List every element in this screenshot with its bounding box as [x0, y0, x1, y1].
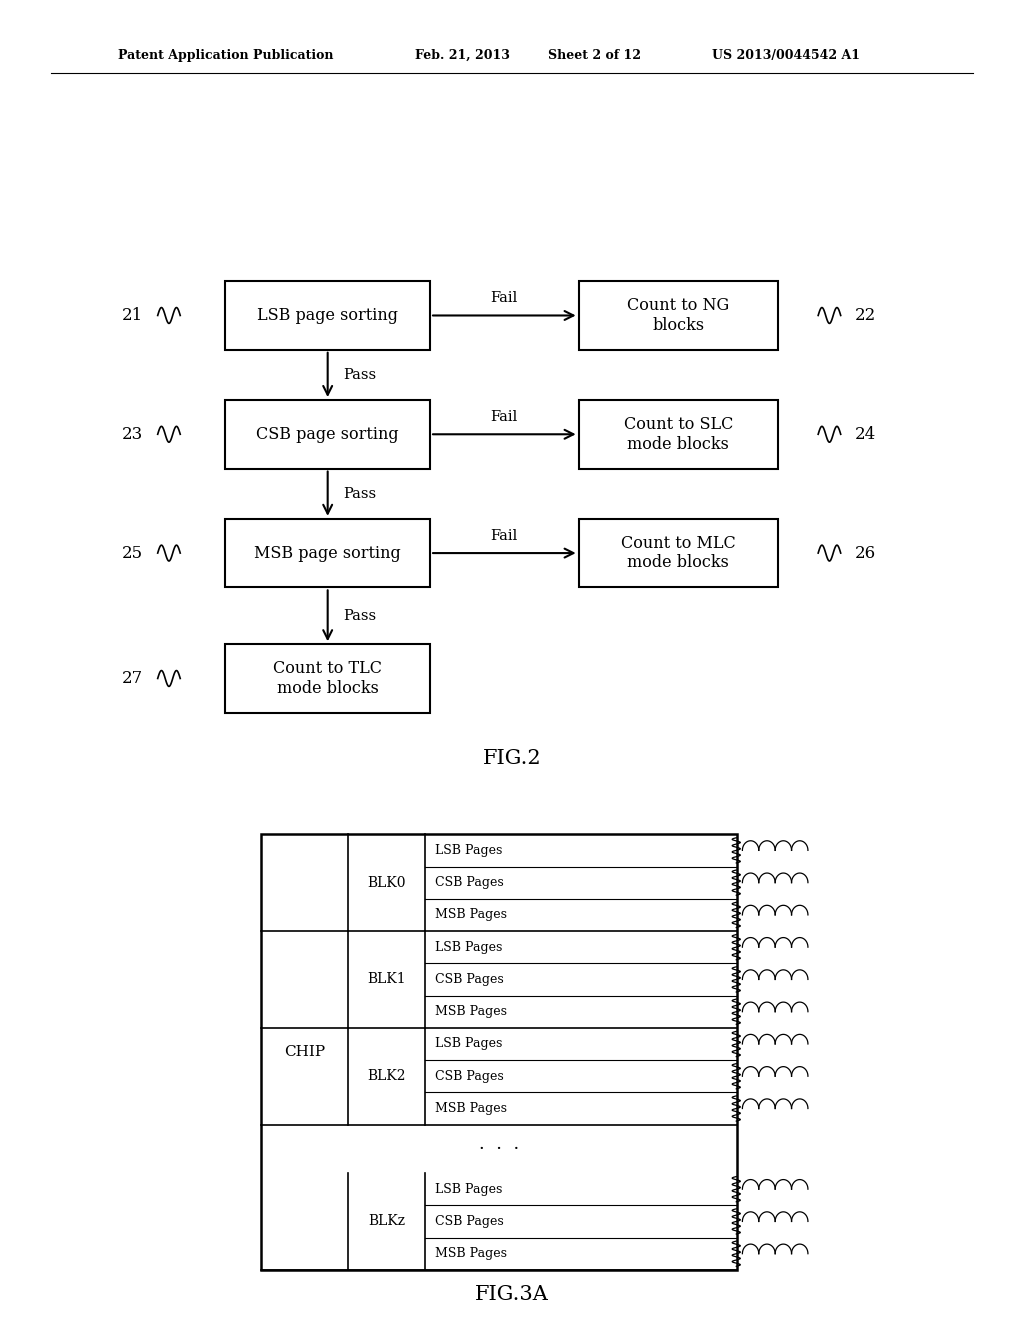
Text: FIG.2: FIG.2 [482, 750, 542, 768]
Text: US 2013/0044542 A1: US 2013/0044542 A1 [712, 49, 860, 62]
Text: CSB Pages: CSB Pages [435, 1069, 504, 1082]
Text: LSB Pages: LSB Pages [435, 843, 503, 857]
Text: CSB Pages: CSB Pages [435, 973, 504, 986]
Text: CSB page sorting: CSB page sorting [256, 426, 399, 442]
Text: Count to NG
blocks: Count to NG blocks [628, 297, 729, 334]
Bar [579, 400, 778, 469]
Text: MSB page sorting: MSB page sorting [254, 545, 401, 561]
Text: LSB page sorting: LSB page sorting [257, 308, 398, 323]
Text: 27: 27 [122, 671, 143, 686]
Text: 21: 21 [122, 308, 143, 323]
Text: MSB Pages: MSB Pages [435, 1006, 507, 1018]
Bar [225, 644, 430, 713]
Text: BLK1: BLK1 [368, 973, 406, 986]
Text: MSB Pages: MSB Pages [435, 1247, 507, 1261]
Text: Fail: Fail [490, 529, 518, 543]
Bar [225, 400, 430, 469]
Text: LSB Pages: LSB Pages [435, 1038, 503, 1051]
Text: Count to SLC
mode blocks: Count to SLC mode blocks [624, 416, 733, 453]
Text: 26: 26 [855, 545, 877, 561]
Text: Pass: Pass [343, 609, 376, 623]
Text: Pass: Pass [343, 368, 376, 381]
Text: 25: 25 [122, 545, 143, 561]
Text: BLK0: BLK0 [368, 875, 406, 890]
Bar [579, 281, 778, 350]
Text: Feb. 21, 2013: Feb. 21, 2013 [415, 49, 510, 62]
Text: LSB Pages: LSB Pages [435, 1183, 503, 1196]
Text: Patent Application Publication: Patent Application Publication [118, 49, 333, 62]
Text: BLK2: BLK2 [368, 1069, 406, 1084]
Text: Fail: Fail [490, 292, 518, 305]
Text: Count to MLC
mode blocks: Count to MLC mode blocks [621, 535, 736, 572]
Text: CSB Pages: CSB Pages [435, 876, 504, 890]
Text: 24: 24 [855, 426, 877, 442]
Bar [261, 834, 737, 1270]
Text: LSB Pages: LSB Pages [435, 941, 503, 953]
Text: ·  ·  ·: · · · [479, 1140, 519, 1158]
Text: Fail: Fail [490, 411, 518, 424]
Text: CSB Pages: CSB Pages [435, 1214, 504, 1228]
Text: CHIP: CHIP [284, 1045, 326, 1059]
Text: 22: 22 [855, 308, 877, 323]
Text: Sheet 2 of 12: Sheet 2 of 12 [548, 49, 641, 62]
Text: FIG.3A: FIG.3A [475, 1286, 549, 1304]
Text: MSB Pages: MSB Pages [435, 1102, 507, 1115]
Text: MSB Pages: MSB Pages [435, 908, 507, 921]
Text: Pass: Pass [343, 487, 376, 500]
Text: BLKz: BLKz [368, 1214, 406, 1229]
Bar [225, 281, 430, 350]
Bar [225, 519, 430, 587]
Bar [579, 519, 778, 587]
Text: 23: 23 [122, 426, 143, 442]
Text: Count to TLC
mode blocks: Count to TLC mode blocks [273, 660, 382, 697]
